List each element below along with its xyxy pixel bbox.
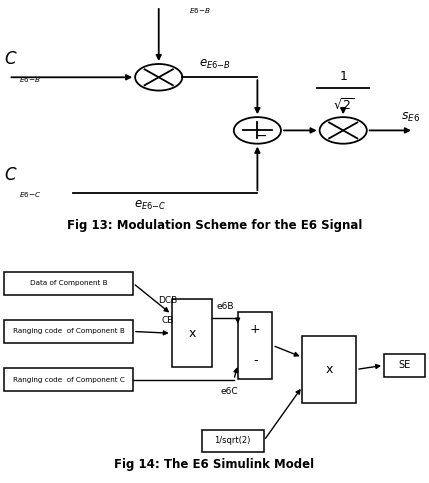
Text: $C$: $C$ [4, 50, 18, 68]
Bar [172, 299, 212, 367]
Bar [4, 271, 133, 295]
Text: $_{E6\mathrm{-}C}$: $_{E6\mathrm{-}C}$ [19, 190, 42, 200]
Text: Data of Component B: Data of Component B [30, 280, 107, 286]
Text: x: x [326, 363, 333, 376]
Text: $e_{E6\mathrm{-}C}$: $e_{E6\mathrm{-}C}$ [134, 199, 166, 213]
Bar [384, 354, 425, 377]
Bar [4, 320, 133, 343]
Text: Fig 13: Modulation Scheme for the E6 Signal: Fig 13: Modulation Scheme for the E6 Sig… [67, 219, 362, 232]
Text: $1$: $1$ [339, 71, 347, 83]
Text: Ranging code  of Component B: Ranging code of Component B [13, 328, 124, 334]
Text: x: x [188, 327, 196, 340]
Text: Ranging code  of Component C: Ranging code of Component C [13, 377, 124, 383]
Text: $-$: $-$ [255, 128, 267, 142]
Text: DCB: DCB [158, 296, 177, 305]
Bar [202, 430, 264, 452]
Text: $s_{E6}$: $s_{E6}$ [401, 111, 420, 124]
Text: $e_{E6\mathrm{-}B}$: $e_{E6\mathrm{-}B}$ [199, 58, 231, 71]
Bar [4, 368, 133, 391]
Text: SE: SE [398, 360, 411, 370]
Text: Fig 14: The E6 Simulink Model: Fig 14: The E6 Simulink Model [115, 458, 314, 471]
Text: e6C: e6C [221, 387, 239, 396]
Text: $_{E6\mathrm{-}B}$: $_{E6\mathrm{-}B}$ [189, 6, 211, 15]
Text: CB: CB [161, 316, 173, 325]
Text: +: + [250, 323, 260, 336]
Text: 1/sqrt(2): 1/sqrt(2) [214, 436, 251, 445]
Text: $\sqrt{2}$: $\sqrt{2}$ [332, 97, 354, 112]
Text: $_{E6\mathrm{-}B}$: $_{E6\mathrm{-}B}$ [19, 74, 41, 85]
Text: $D$: $D$ [167, 0, 181, 3]
Text: -: - [253, 355, 257, 368]
Text: e6B: e6B [217, 302, 234, 311]
Bar [302, 336, 356, 403]
Text: $C$: $C$ [4, 166, 18, 184]
Bar [238, 312, 272, 379]
